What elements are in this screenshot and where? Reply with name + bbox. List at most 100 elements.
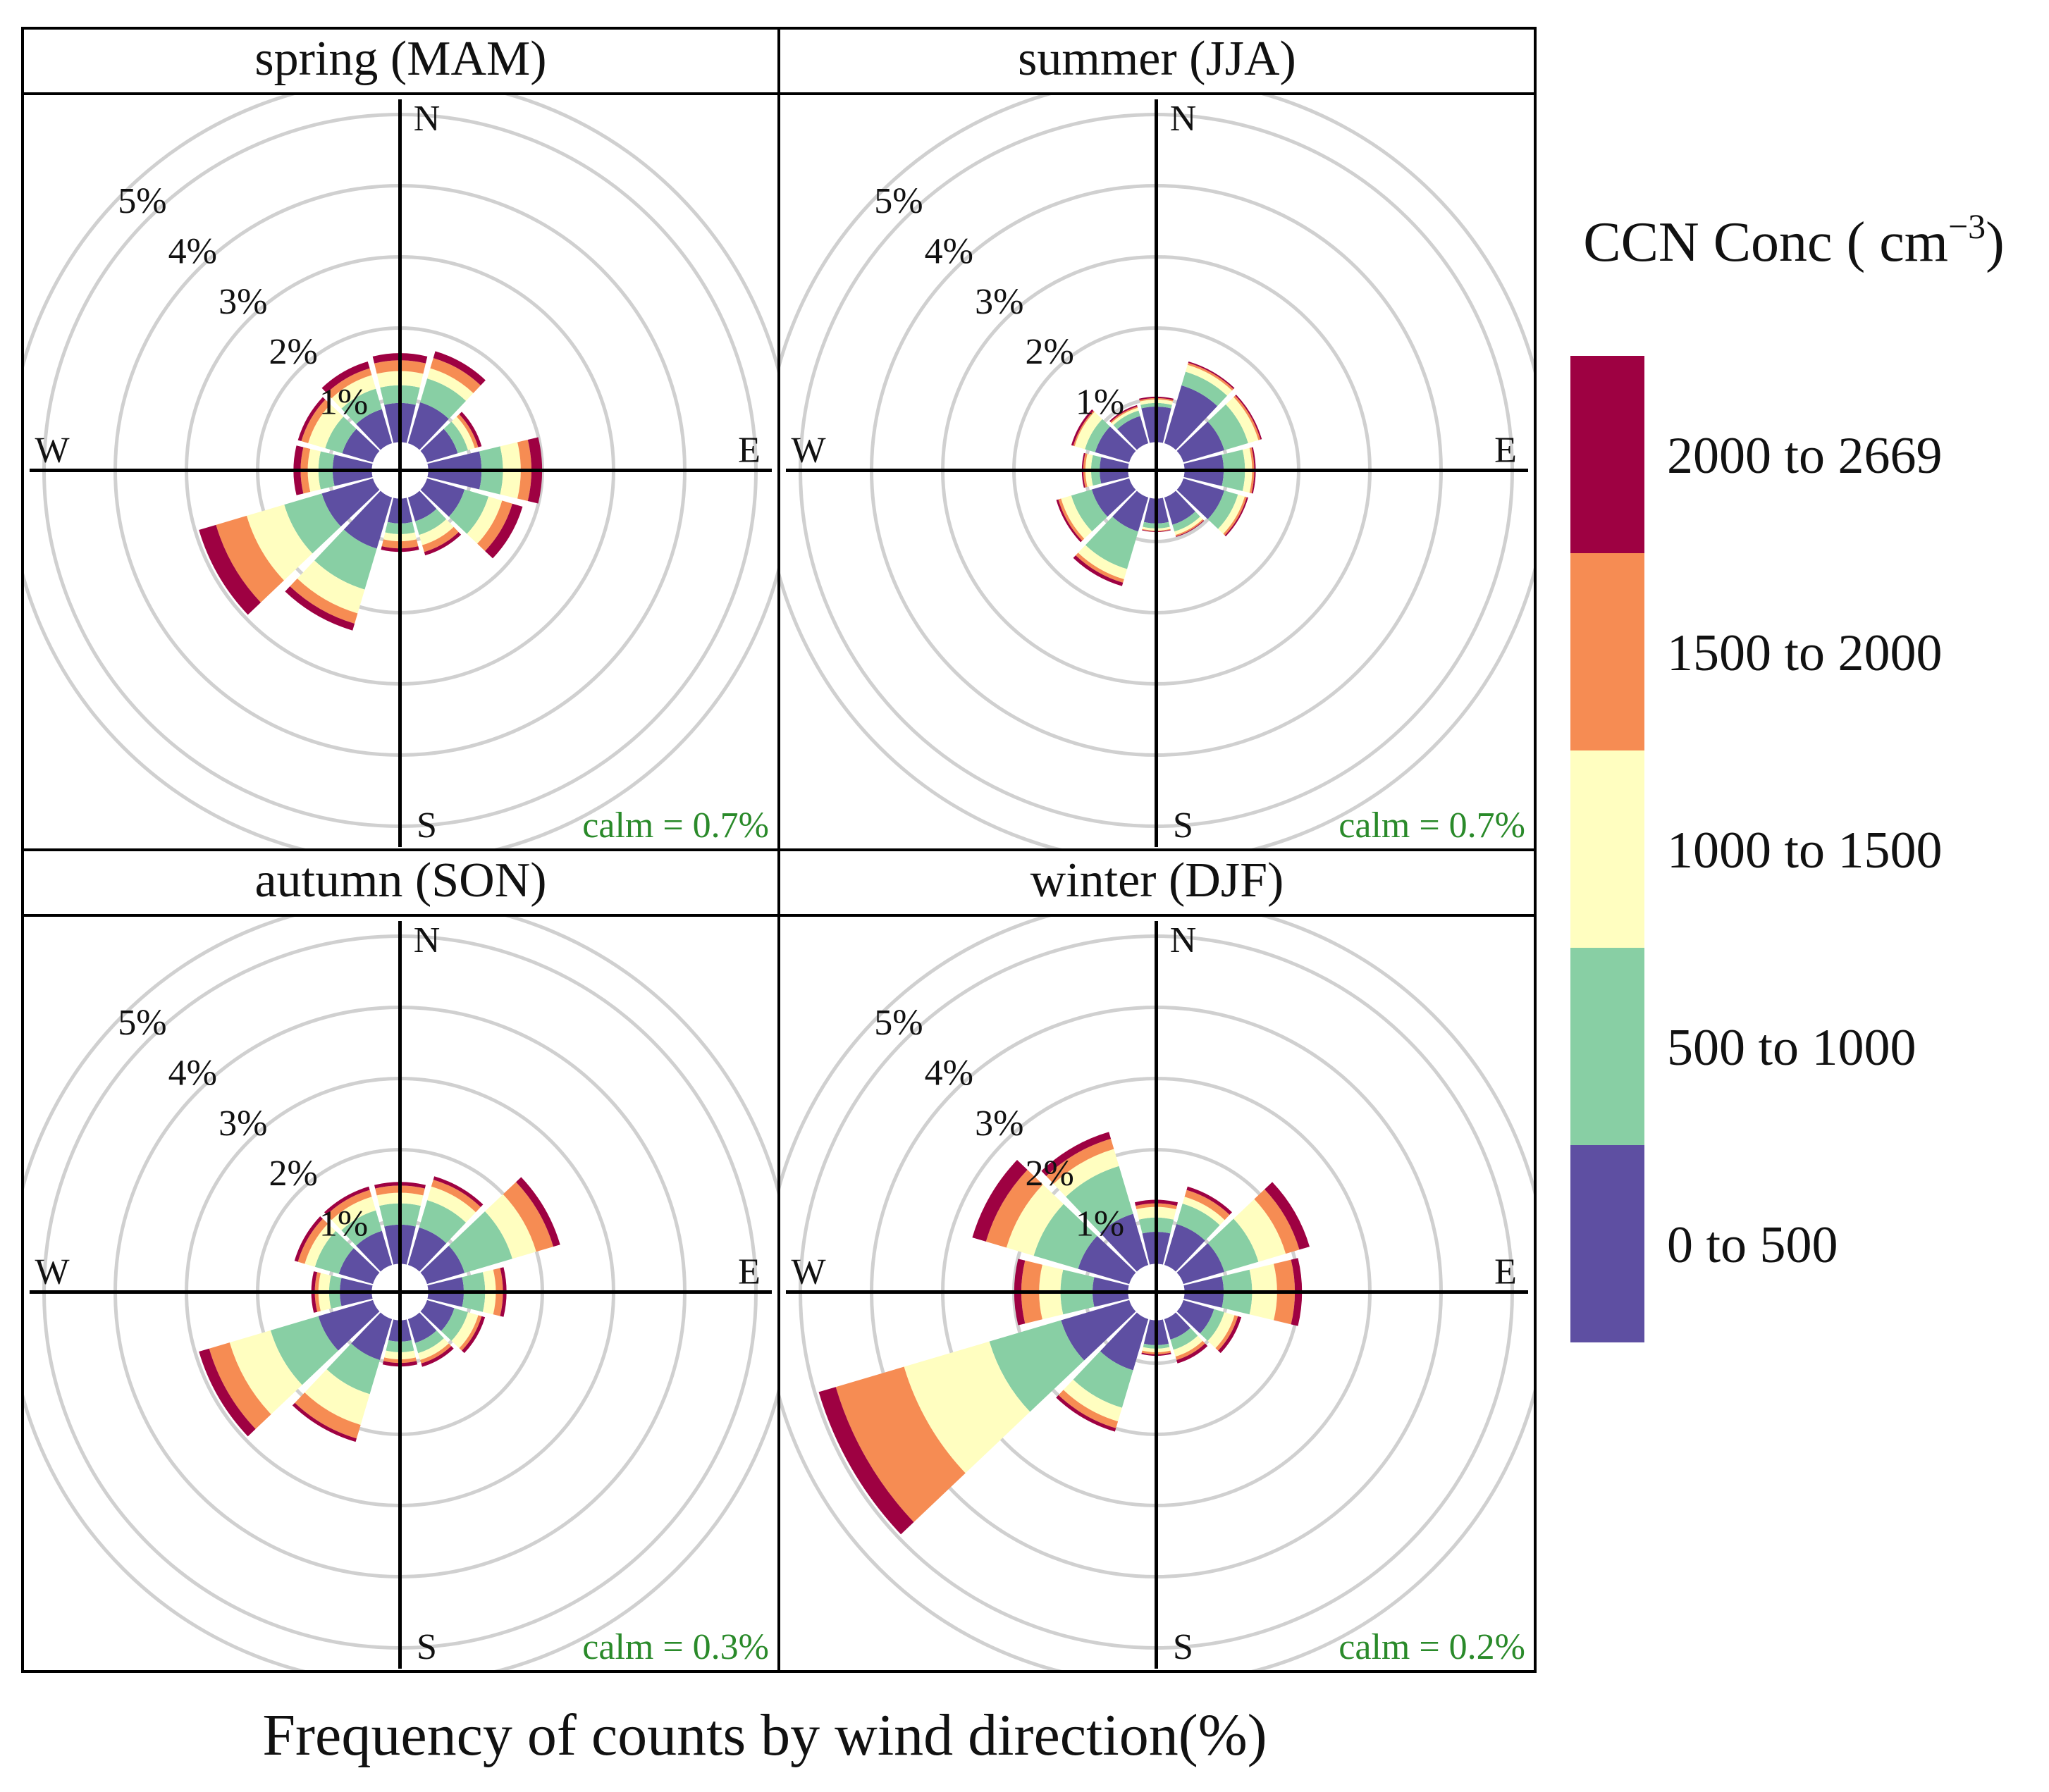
wedge-segment [1142,529,1171,531]
wedge-segment [1218,494,1245,534]
wedge-segment [246,505,313,581]
wedge-segment [818,1387,914,1535]
legend-swatch [1570,553,1644,750]
ring-label: 5% [118,181,166,221]
wedge-segment [343,490,393,549]
wedge-segment [314,1230,354,1274]
compass-label: N [1170,99,1197,139]
ring-label: 5% [874,1003,923,1043]
wedge-segment [1233,395,1261,440]
wedge-segment [1184,1189,1230,1221]
wedge-segment [1223,496,1247,536]
compass-label: S [1173,805,1193,846]
wedge-segment [1033,1204,1097,1269]
wedge-segment [1164,385,1218,450]
wedge-segment [297,397,326,442]
ring-label: 2% [269,1154,318,1194]
wedge-segment [1056,499,1083,543]
wedge-segment [341,388,382,424]
wedge-segment [1073,410,1095,447]
legend-swatch [1570,1145,1644,1342]
wedge-segment [1207,490,1238,529]
wedge-segment [1170,1328,1198,1350]
ring-label: 3% [975,282,1023,322]
panel-plot-area: 1%2%3%4%5% N E S W [779,94,1535,850]
wedge-segment [1235,395,1262,440]
wedge-segment [1176,421,1224,463]
wedge-segment [1085,517,1138,569]
wedge-segment [1139,397,1174,402]
wedge-segment [420,428,458,463]
calm-label: calm = 0.7% [582,805,769,846]
compass-label: W [35,1252,69,1292]
wedge-segment [1172,511,1200,532]
wedge-segment [199,524,261,615]
wedge-segment [407,402,449,450]
wedge-segment [1176,478,1224,519]
ring-label: 2% [269,332,318,372]
ring-label: 1% [1076,1204,1124,1244]
wedge-segment [467,496,503,544]
legend-title: CCN Conc ( cm−3) [1583,206,2005,273]
wedge-segment [1078,1235,1136,1285]
wedge-segment [1006,1184,1064,1256]
panel-plot-area: 1%2%3%4%5% N E S W [779,915,1535,1671]
wedge-segment [295,1392,361,1439]
panel-title: autumn (SON) [254,853,546,908]
ring-label: 5% [874,181,923,221]
wedge-segment [1100,1213,1149,1272]
wedge-segment [356,409,393,450]
wedge-segment [441,1308,468,1341]
wedge-segment [1110,406,1138,424]
wedge-segment [1233,1199,1286,1262]
wedge-segment [326,1189,372,1221]
wedge-segment [1046,1138,1114,1184]
wedge-segment [985,1169,1043,1248]
wedge-segment [1175,1340,1205,1360]
wedge-segment [1066,1166,1133,1233]
wedge-segment [321,478,380,527]
ring-label: 5% [118,1003,166,1043]
wedge-segment [427,368,474,401]
wedge-segment [1113,410,1140,430]
wedge-segment [1109,404,1138,422]
wedge-segment [1251,447,1256,494]
ring-label: 4% [925,231,973,271]
wedge-segment [407,1227,447,1272]
wedge-segment [1142,529,1171,532]
wedge-segment [1117,416,1149,450]
wedge-segment [1200,1309,1224,1341]
wedge-segment [462,1316,486,1354]
wedge-segment [338,1248,380,1285]
ring-label: 4% [925,1053,973,1093]
wedge-segment [433,351,486,385]
wedge-segment [1187,362,1234,391]
calm-label: calm = 0.2% [1339,1627,1525,1667]
wedge-segment [1224,497,1248,537]
legend-label: 1000 to 1500 [1667,822,1943,879]
wedge-segment [1061,1299,1136,1361]
wedge-segment [1175,519,1204,537]
wedge-segment [1215,1315,1238,1351]
wedge-segment [1091,478,1136,517]
wedge-segment [477,500,512,551]
wedge-segment [1139,396,1174,400]
ring-label: 2% [1026,332,1074,372]
wedge-segment [342,428,380,463]
wedge-segment [326,368,372,399]
wedge-segment [1164,490,1195,525]
wedge-segment [485,503,523,559]
wedge-segment [1041,1132,1112,1176]
wedge-segment [1061,495,1093,539]
compass-label: E [738,431,761,471]
ring-label: 3% [219,1104,267,1144]
wedge-segment [1265,1182,1310,1250]
legend-swatch [1570,356,1644,553]
calm-label: calm = 0.3% [582,1627,769,1667]
wedge-segment [516,1177,560,1247]
wedge-segment [326,1343,380,1395]
